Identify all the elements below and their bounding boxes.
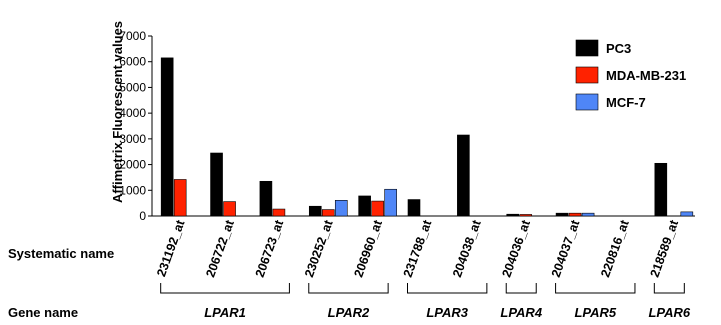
bar-mda-mb-231-204036_at (519, 214, 533, 217)
bar-pc3-204038_at (457, 134, 470, 217)
gene-label-lpar2: LPAR2 (328, 305, 370, 320)
bar-mda-mb-231-206960_at (371, 200, 384, 217)
y-tick-label: 3000 (119, 132, 146, 146)
bar-mcf-7-230252_at (334, 200, 348, 217)
bracket-lpar4 (505, 283, 537, 294)
legend: PC3 MDA-MB-231 MCF-7 (575, 39, 686, 111)
bar-pc3-204036_at (506, 213, 520, 217)
bar-mda-mb-231-230252_at (321, 209, 335, 217)
legend-swatch-pc3 (575, 39, 599, 57)
x-tick-label: 230252_at (302, 217, 336, 279)
y-tick-label: 0 (139, 209, 146, 223)
bracket-lpar3 (407, 283, 488, 294)
x-tick-label: 206960_at (351, 217, 385, 279)
legend-swatch-mda-mb-231 (575, 66, 599, 84)
systematic-name-label: Systematic name (8, 246, 114, 261)
x-tick-label: 206722_at (203, 217, 237, 279)
x-tick-label: 204037_at (549, 217, 583, 279)
bracket-lpar6 (653, 283, 685, 294)
bar-pc3-230252_at (308, 205, 322, 217)
bar-pc3-206960_at (358, 195, 371, 217)
x-tick-label: 218589_at (648, 217, 682, 279)
x-tick-label: 204036_at (499, 217, 533, 279)
y-tick-label: 1000 (119, 183, 146, 197)
y-axis: 7000 6000 5000 4000 3000 2000 1000 0 (119, 29, 695, 223)
bracket-lpar2 (308, 283, 389, 294)
y-tick-label: 4000 (119, 106, 146, 120)
gene-label-lpar4: LPAR4 (500, 305, 542, 320)
bar-pc3-204037_at (555, 212, 569, 217)
y-tick-label: 5000 (119, 80, 146, 94)
gene-brackets: LPAR1 LPAR2 LPAR3 LPAR4 LPAR5 LPAR6 (160, 283, 691, 320)
gene-label-lpar3: LPAR3 (426, 305, 468, 320)
bar-mda-mb-231-231192_at (173, 179, 187, 217)
bar-mda-mb-231-206723_at (272, 208, 286, 217)
y-tick-label: 6000 (119, 55, 146, 69)
y-tick-label: 2000 (119, 158, 146, 172)
bars (160, 57, 694, 217)
bar-mda-mb-231-204037_at (568, 212, 582, 217)
gene-label-lpar1: LPAR1 (204, 305, 246, 320)
y-tick-label: 7000 (119, 29, 146, 43)
gene-label-lpar5: LPAR5 (574, 305, 616, 320)
x-tick-label: 204038_at (450, 217, 484, 279)
legend-label: MCF-7 (606, 95, 646, 110)
gene-name-label: Gene name (8, 305, 78, 320)
bar-mcf-7-206960_at (384, 188, 397, 217)
legend-label: MDA-MB-231 (606, 68, 686, 83)
x-tick-label: 206723_at (253, 217, 287, 279)
x-tick-label: 220816_at (598, 217, 632, 279)
bar-mda-mb-231-206722_at (223, 201, 236, 217)
bracket-lpar5 (555, 283, 636, 294)
gene-label-lpar6: LPAR6 (648, 305, 690, 320)
legend-label: PC3 (606, 41, 631, 56)
bar-pc3-206722_at (210, 152, 223, 217)
bar-pc3-231788_at (407, 199, 421, 217)
bar-pc3-206723_at (259, 180, 273, 217)
bar-pc3-231192_at (160, 57, 174, 217)
legend-swatch-mcf-7 (575, 93, 599, 111)
x-tick-label: 231192_at (154, 217, 188, 278)
bar-mcf-7-218589_at (680, 211, 694, 217)
y-axis-label: Affimetrix Fluorescent values (110, 21, 125, 203)
bracket-lpar1 (160, 283, 290, 294)
bar-pc3-218589_at (654, 162, 668, 217)
x-tick-labels: 231192_at 206722_at 206723_at 230252_at 2069… (154, 217, 681, 279)
bar-mcf-7-204037_at (581, 212, 595, 217)
x-tick-label: 231788_at (401, 217, 435, 279)
